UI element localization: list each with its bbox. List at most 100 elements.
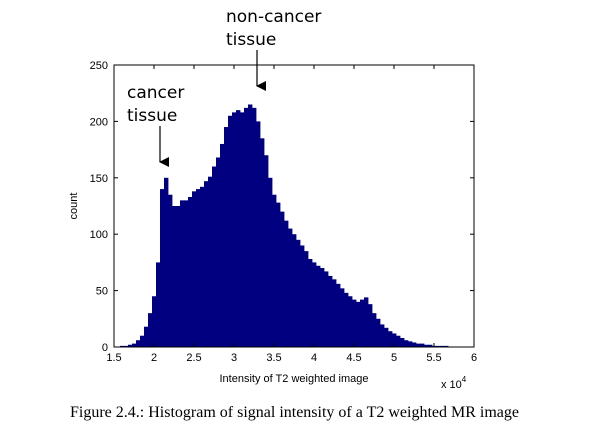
histogram-bar (364, 297, 369, 347)
histogram-bar (216, 157, 221, 347)
histogram-bar (176, 206, 181, 347)
y-tick-label: 150 (90, 173, 108, 185)
x-tick-label: 5.5 (426, 352, 441, 364)
histogram-bar (124, 345, 129, 347)
histogram-bar (120, 345, 125, 347)
x-tick-label: 3.5 (266, 352, 281, 364)
histogram-bar (136, 340, 141, 347)
histogram-bar (192, 191, 197, 347)
histogram-bar (368, 304, 373, 347)
histogram-bar (388, 331, 393, 347)
histogram-bar (316, 265, 321, 347)
histogram-bar (428, 344, 433, 347)
x-tick-label: 2.5 (186, 352, 201, 364)
histogram-bar (400, 337, 405, 347)
x-tick-label: 1.5 (106, 352, 121, 364)
histogram-bar (300, 245, 305, 347)
histogram-chart: 1.5 2 2.5 3 3.5 4 4.5 5 5.5 6 0 50 100 150 200 250 Inte… (68, 7, 477, 391)
histogram-bar (372, 313, 377, 347)
histogram-bar (424, 344, 429, 347)
histogram-bar (128, 344, 133, 347)
histogram-bar (304, 251, 309, 347)
y-tick-label: 0 (102, 342, 108, 354)
histogram-bar (132, 343, 137, 347)
histogram-bar (396, 335, 401, 347)
annotations: non-cancer tissue cancer tissue (127, 7, 321, 167)
histogram-bar (360, 299, 365, 347)
histogram-bar (380, 324, 385, 347)
histogram-bar (320, 268, 325, 347)
histogram-bar (172, 206, 177, 347)
tick-labels: 1.5 2 2.5 3 3.5 4 4.5 5 5.5 6 0 50 100 150 200 250 (90, 60, 477, 364)
histogram-bar (288, 228, 293, 347)
histogram-bar (144, 326, 149, 347)
histogram-bar (252, 107, 257, 347)
histogram-bar (444, 345, 449, 347)
histogram-bar (348, 296, 353, 347)
histogram-bar (384, 327, 389, 347)
histogram-bar (340, 288, 345, 347)
histogram-bar (264, 155, 269, 347)
histogram-bar (404, 340, 409, 347)
histogram-bar (244, 107, 249, 347)
histogram-bar (420, 343, 425, 347)
histogram-bar (232, 112, 237, 347)
histogram-bar (344, 292, 349, 347)
histogram-bar (200, 186, 205, 347)
histogram-bar (208, 176, 213, 347)
annotation-label: tissue (127, 106, 177, 126)
histogram-bar (332, 279, 337, 347)
x-axis-exponent-power: 4 (462, 375, 467, 384)
histogram-bar (152, 296, 157, 347)
axes-box (113, 64, 475, 348)
histogram-bar (436, 345, 441, 347)
histogram-bar (412, 342, 417, 347)
histogram-bar (292, 234, 297, 347)
histogram-bar (228, 115, 233, 347)
histogram-bar (164, 177, 169, 347)
y-axis-label: count (68, 193, 80, 220)
histogram-bars (120, 104, 449, 348)
histogram-bar (356, 301, 361, 347)
x-axis-exponent: x 104 (441, 375, 467, 391)
x-tick-label: 2 (151, 352, 157, 364)
histogram-bar (256, 121, 261, 348)
histogram-bar (160, 189, 165, 347)
histogram-bar (324, 271, 329, 347)
histogram-bar (376, 318, 381, 347)
x-axis-exponent-base: x 10 (441, 379, 462, 391)
histogram-bar (184, 200, 189, 347)
histogram-bar (312, 262, 317, 347)
histogram-bar (240, 112, 245, 347)
histogram-bar (272, 194, 277, 347)
histogram-bar (392, 333, 397, 347)
annotation-label: tissue (226, 30, 276, 50)
histogram-bar (188, 196, 193, 347)
y-tick-label: 200 (90, 116, 108, 128)
histogram-bar (168, 194, 173, 347)
histogram-bar (220, 143, 225, 347)
histogram-bar (180, 200, 185, 347)
x-tick-label: 5 (391, 352, 397, 364)
histogram-bar (156, 262, 161, 347)
histogram-bar (276, 202, 281, 347)
x-tick-label: 4.5 (346, 352, 361, 364)
histogram-bar (196, 189, 201, 347)
histogram-bar (440, 345, 445, 347)
histogram-bar (268, 177, 273, 347)
x-axis-label: Intensity of T2 weighted image (220, 373, 369, 385)
axis-ticks (113, 64, 475, 348)
y-tick-label: 100 (90, 229, 108, 241)
histogram-bar (296, 239, 301, 347)
histogram-bar (224, 127, 229, 347)
annotation-label: cancer (127, 83, 184, 103)
histogram-bar (148, 313, 153, 347)
histogram-bar (212, 166, 217, 347)
histogram-bar (328, 275, 333, 347)
histogram-bar (280, 211, 285, 347)
x-tick-label: 4 (311, 352, 317, 364)
histogram-bar (308, 259, 313, 347)
histogram-bar (352, 299, 357, 347)
histogram-bar (416, 343, 421, 347)
histogram-bar (336, 283, 341, 347)
